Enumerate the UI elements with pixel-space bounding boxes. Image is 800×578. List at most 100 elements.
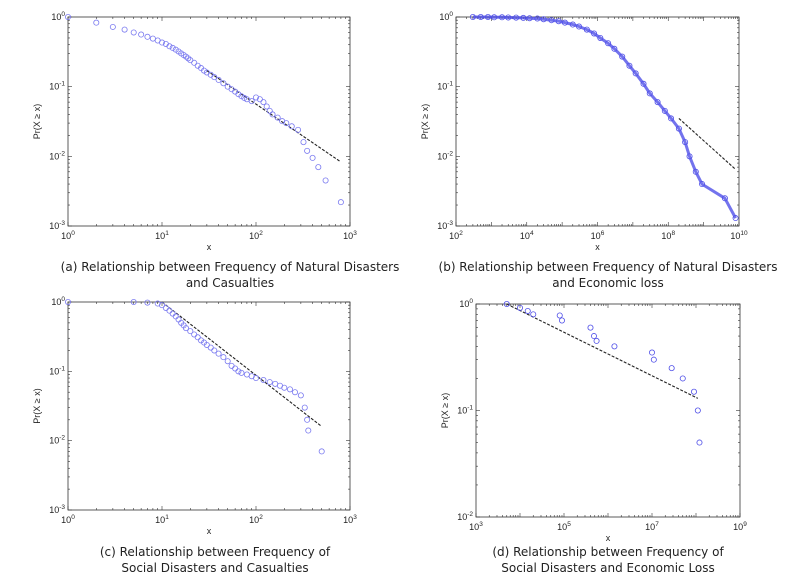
x-tick-label-d: 109 [733, 521, 747, 532]
data-point [558, 317, 565, 324]
data-point [274, 114, 281, 121]
data-point [169, 44, 176, 51]
data-point [318, 448, 325, 455]
data-point [130, 29, 137, 36]
x-axis-label-a: x [207, 242, 212, 252]
data-point [235, 91, 242, 98]
data-points-a [65, 13, 344, 206]
panel-d: 103 105 107 109 10-2 10-1 100 x Pr(X ≥ x) [440, 298, 747, 543]
data-point [187, 328, 194, 335]
data-point [215, 350, 222, 357]
caption-c: (c) Relationship between Frequency of So… [25, 544, 405, 576]
data-point [304, 416, 311, 423]
data-point [694, 407, 701, 414]
data-point [235, 368, 242, 375]
data-point [305, 427, 312, 434]
x-tick-label-c: 101 [155, 514, 169, 525]
y-tick-label-b: 10-2 [437, 150, 453, 161]
y-axis-label-b: Pr(X ≥ x) [420, 104, 430, 139]
data-point [668, 115, 675, 122]
data-point [281, 384, 288, 391]
x-tick-label-a: 102 [249, 230, 263, 241]
data-point [556, 312, 563, 319]
data-point [256, 96, 263, 103]
y-axis-label-c: Pr(X ≥ x) [32, 388, 42, 423]
data-point [263, 103, 270, 110]
x-tick-label-c: 103 [343, 514, 357, 525]
panel-c: 100 101 102 103 10-3 10-2 10-1 100 x Pr(X ≥ x) [32, 296, 357, 536]
x-axis-label-c: x [207, 526, 212, 536]
data-point [211, 74, 218, 81]
plot-frame-a [67, 16, 351, 227]
y-axis-label-d: Pr(X ≥ x) [440, 393, 450, 428]
data-point [690, 388, 697, 395]
caption-a-line2: and Casualties [185, 276, 275, 290]
y-tick-label-d: 10-1 [457, 405, 473, 416]
data-point [654, 99, 661, 106]
x-axis-label-d: x [606, 533, 611, 543]
data-point [238, 369, 245, 376]
data-point [295, 126, 302, 133]
data-point [191, 59, 198, 66]
data-point [182, 325, 189, 332]
data-point [194, 334, 201, 341]
data-point [252, 375, 259, 382]
data-point [93, 19, 100, 26]
caption-d: (d) Relationship between Frequency of So… [418, 544, 798, 576]
ticks-c [67, 301, 351, 511]
x-tick-label-c: 102 [249, 514, 263, 525]
data-point [301, 404, 308, 411]
data-point [632, 70, 639, 77]
data-point [248, 98, 255, 105]
caption-b-line1: (b) Relationship between Frequency of Na… [438, 260, 778, 274]
data-point [661, 107, 668, 114]
data-point [337, 199, 344, 206]
x-tick-label-b: 104 [520, 230, 534, 241]
data-point [109, 23, 116, 30]
data-point [65, 13, 72, 20]
x-tick-label-d: 107 [645, 521, 659, 532]
y-tick-label-c: 10-2 [49, 435, 65, 446]
x-tick-label-a: 100 [61, 230, 75, 241]
data-point [185, 55, 192, 62]
data-point [650, 356, 657, 363]
panel-a: 100 101 102 103 10-3 10-2 10-1 100 x Pr(X ≥ x) [32, 11, 357, 252]
y-tick-label-a: 10-2 [49, 150, 65, 161]
x-tick-label-b: 102 [449, 230, 463, 241]
panel-b: 102 104 106 108 1010 10-3 10-2 10-1 100 x Pr(X ≥ x… [420, 11, 748, 252]
y-tick-label-b: 10-1 [437, 81, 453, 92]
x-axis-label-b: x [595, 242, 600, 252]
data-point [65, 298, 72, 305]
fit-line-d [506, 303, 699, 399]
data-point [158, 39, 165, 46]
x-tick-label-b: 106 [591, 230, 605, 241]
data-point [315, 164, 322, 171]
data-point [649, 349, 656, 356]
data-point [593, 337, 600, 344]
data-point [269, 111, 276, 118]
ticks-d [475, 303, 741, 518]
data-point [679, 375, 686, 382]
data-points-b [469, 13, 739, 222]
data-point [121, 26, 128, 33]
data-point [626, 62, 633, 69]
data-points-d [503, 300, 703, 446]
data-point [611, 343, 618, 350]
data-point [668, 365, 675, 372]
ticks-a [67, 16, 351, 227]
data-point [309, 154, 316, 161]
x-tick-label-b: 1010 [730, 230, 748, 241]
data-point [300, 139, 307, 146]
data-point [530, 311, 537, 318]
data-point [297, 392, 304, 399]
plot-frame-d [475, 303, 741, 518]
data-point [288, 123, 295, 130]
data-point [611, 45, 618, 52]
caption-c-line2: Social Disasters and Casualties [121, 561, 309, 575]
data-point [260, 99, 267, 106]
plot-frame-b [455, 16, 740, 227]
data-points-c [65, 298, 325, 455]
x-tick-label-a: 103 [343, 230, 357, 241]
x-tick-label-c: 100 [61, 514, 75, 525]
